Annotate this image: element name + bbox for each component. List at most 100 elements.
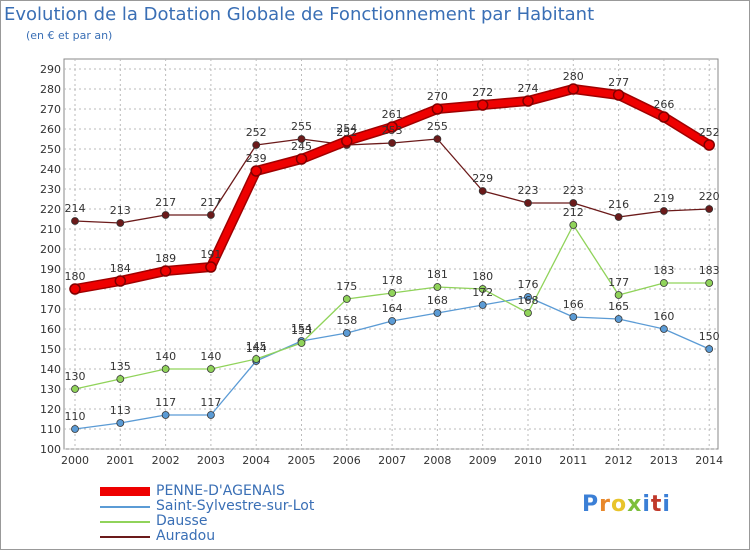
x-tick-label: 2010	[514, 454, 542, 467]
data-point-auradou	[569, 199, 578, 207]
x-tick-label: 2014	[695, 454, 723, 467]
data-label-saint-sylvestre-sur-lot: 168	[427, 294, 448, 307]
data-label-auradou: 255	[427, 120, 448, 133]
data-point-auradou	[116, 219, 125, 227]
data-label-saint-sylvestre-sur-lot: 113	[110, 404, 131, 417]
data-label-penne-d-agenais: 189	[155, 252, 176, 265]
data-label-penne-d-agenais: 270	[427, 90, 448, 103]
data-label-penne-d-agenais: 277	[608, 76, 629, 89]
data-label-penne-d-agenais: 280	[563, 70, 584, 83]
data-label-penne-d-agenais: 261	[382, 108, 403, 121]
data-label-saint-sylvestre-sur-lot: 164	[382, 302, 403, 315]
logo-letter: o	[610, 492, 628, 517]
data-point-saint-sylvestre-sur-lot	[342, 329, 351, 337]
data-label-auradou: 252	[336, 126, 357, 139]
data-label-dausse: 135	[110, 360, 131, 373]
legend-label: PENNE-D'AGENAIS	[156, 483, 285, 499]
data-point-dausse	[478, 285, 487, 293]
x-tick-label: 2011	[559, 454, 587, 467]
y-tick-label: 100	[40, 443, 61, 456]
data-point-dausse	[569, 221, 578, 229]
data-point-auradou	[433, 135, 442, 143]
data-point-penne-d-agenais	[431, 103, 444, 115]
logo-letter: i	[642, 492, 651, 517]
logo-letter: r	[599, 492, 611, 517]
y-tick-label: 240	[40, 163, 61, 176]
x-tick-label: 2006	[333, 454, 361, 467]
y-tick-label: 120	[40, 403, 61, 416]
data-point-saint-sylvestre-sur-lot	[524, 293, 532, 301]
data-point-penne-d-agenais	[703, 139, 715, 151]
y-tick-label: 230	[40, 183, 61, 196]
data-point-penne-d-agenais	[114, 275, 127, 287]
legend-label: Dausse	[156, 513, 208, 529]
x-tick-label: 2009	[469, 454, 497, 467]
data-label-dausse: 183	[653, 264, 674, 277]
legend-item-dausse: Dausse	[100, 514, 314, 529]
data-point-auradou	[524, 199, 532, 207]
data-point-saint-sylvestre-sur-lot	[71, 425, 79, 433]
data-point-dausse	[342, 295, 351, 303]
data-label-auradou: 220	[699, 190, 720, 203]
y-tick-label: 140	[40, 363, 61, 376]
legend-swatch-auradou	[100, 535, 150, 538]
data-point-penne-d-agenais	[522, 95, 534, 107]
data-label-dausse: 181	[427, 268, 448, 281]
data-point-auradou	[161, 211, 170, 219]
y-tick-label: 130	[40, 383, 61, 396]
data-point-penne-d-agenais	[476, 99, 489, 111]
legend-label: Auradou	[156, 528, 216, 544]
data-label-dausse: 212	[563, 206, 584, 219]
data-point-penne-d-agenais	[69, 283, 81, 295]
x-tick-label: 2008	[423, 454, 451, 467]
data-point-penne-d-agenais	[567, 83, 580, 95]
data-label-auradou: 223	[518, 184, 539, 197]
data-point-auradou	[614, 213, 623, 221]
data-point-dausse	[161, 365, 170, 373]
y-tick-label: 290	[40, 63, 61, 76]
data-label-dausse: 178	[382, 274, 403, 287]
data-point-saint-sylvestre-sur-lot	[660, 325, 668, 333]
data-label-penne-d-agenais: 180	[65, 270, 86, 283]
data-point-auradou	[660, 207, 668, 215]
logo-letter: P	[582, 492, 600, 517]
data-label-dausse: 140	[155, 350, 176, 363]
y-tick-label: 180	[40, 283, 61, 296]
data-label-auradou: 217	[200, 196, 221, 209]
x-tick-label: 2007	[378, 454, 406, 467]
data-label-saint-sylvestre-sur-lot: 158	[336, 314, 357, 327]
data-point-saint-sylvestre-sur-lot	[206, 411, 215, 419]
data-point-dausse	[71, 385, 79, 393]
x-tick-label: 2004	[242, 454, 270, 467]
y-tick-label: 150	[40, 343, 61, 356]
y-tick-label: 280	[40, 83, 61, 96]
y-tick-label: 270	[40, 103, 61, 116]
data-point-auradou	[252, 141, 261, 149]
data-point-dausse	[388, 289, 397, 297]
legend-item-penne: PENNE-D'AGENAIS	[100, 484, 314, 499]
x-tick-label: 2012	[605, 454, 633, 467]
data-label-saint-sylvestre-sur-lot: 117	[200, 396, 221, 409]
data-label-penne-d-agenais: 272	[472, 86, 493, 99]
data-label-penne-d-agenais: 274	[518, 82, 539, 95]
legend-swatch-penne	[100, 487, 150, 496]
data-point-dausse	[297, 339, 306, 347]
x-tick-label: 2002	[152, 454, 180, 467]
data-point-dausse	[705, 279, 714, 287]
legend-swatch-dausse	[100, 520, 150, 523]
legend-item-auradou: Auradou	[100, 529, 314, 544]
legend-item-saint-sylvestre: Saint-Sylvestre-sur-Lot	[100, 499, 314, 514]
data-point-penne-d-agenais	[658, 111, 670, 123]
data-label-saint-sylvestre-sur-lot: 110	[65, 410, 86, 423]
x-tick-label: 2001	[106, 454, 134, 467]
data-label-auradou: 213	[110, 204, 131, 217]
data-label-auradou: 219	[653, 192, 674, 205]
x-tick-label: 2013	[650, 454, 678, 467]
data-label-penne-d-agenais: 245	[291, 140, 312, 153]
data-point-saint-sylvestre-sur-lot	[161, 411, 170, 419]
data-label-saint-sylvestre-sur-lot: 150	[699, 330, 720, 343]
data-point-auradou	[388, 139, 397, 147]
chart-subtitle: (en € et par an)	[26, 29, 113, 42]
y-tick-label: 260	[40, 123, 61, 136]
data-point-dausse	[614, 291, 623, 299]
